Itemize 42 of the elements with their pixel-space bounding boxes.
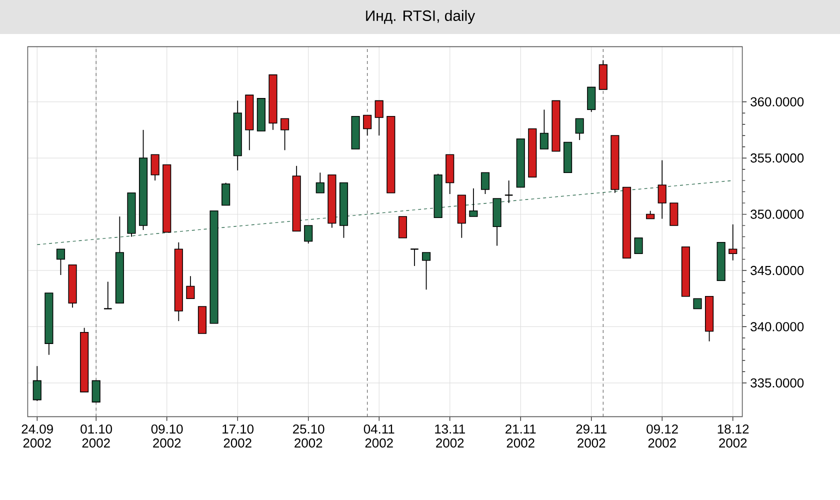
x-tick-label: 01.10 2002 — [80, 424, 112, 448]
candlestick — [422, 252, 431, 290]
x-tick-label: 18.12 2002 — [718, 424, 749, 448]
candlestick — [374, 100, 384, 136]
x-tick-label: 04.11 2002 — [364, 424, 394, 448]
x-tick-label: 09.10 2002 — [151, 424, 183, 448]
candlestick — [92, 380, 100, 402]
candlestick — [575, 118, 584, 140]
candlestick — [658, 160, 666, 220]
x-tick-label: 21.11 2002 — [506, 424, 536, 448]
candlestick — [728, 224, 738, 261]
y-tick-label: 355.0000 — [750, 153, 804, 163]
x-tick-label: 29.11 2002 — [576, 424, 606, 448]
y-tick-label: 335.0000 — [750, 378, 804, 388]
candlestick — [693, 298, 702, 310]
x-tick-label: 17.10 2002 — [222, 424, 254, 448]
candlestick — [56, 248, 66, 276]
candlestick — [480, 172, 490, 194]
candlestick — [186, 276, 195, 300]
candlestick — [634, 237, 643, 254]
x-tick-label: 13.11 2002 — [435, 424, 465, 448]
y-tick-label: 360.0000 — [750, 97, 804, 106]
candlestick — [398, 216, 407, 238]
candlestick — [304, 225, 313, 244]
candlestick — [150, 154, 160, 181]
candlestick — [222, 182, 230, 206]
x-tick-label: 24.09 2002 — [22, 424, 53, 448]
y-tick-label: 345.0000 — [750, 266, 804, 276]
candlestick — [540, 109, 548, 150]
x-tick-label: 09.12 2002 — [646, 424, 678, 448]
x-tick-label: 25.10 2002 — [293, 424, 324, 448]
candlestick — [316, 172, 324, 194]
candlestick — [32, 366, 42, 402]
chart-title: Инд. RTSI, daily — [366, 10, 476, 24]
candlestick — [280, 118, 290, 151]
candlestick — [363, 114, 372, 136]
candlestick — [670, 202, 678, 226]
candlestick — [469, 188, 478, 217]
y-tick-label: 340.0000 — [750, 322, 804, 332]
candlestick — [587, 86, 596, 112]
candlestick — [103, 281, 112, 310]
y-tick-label: 350.0000 — [750, 210, 804, 219]
